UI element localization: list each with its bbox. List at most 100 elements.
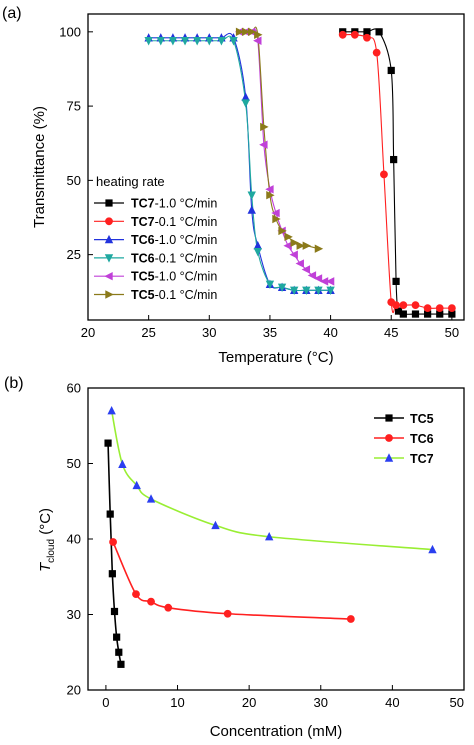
data-point <box>253 241 263 250</box>
data-point <box>117 660 125 668</box>
data-point <box>168 37 178 46</box>
x-tick-label: 40 <box>385 695 399 710</box>
x-tick-label: 50 <box>445 325 459 340</box>
data-point <box>156 37 165 46</box>
x-tick-label: 45 <box>384 325 398 340</box>
panel-a-y-axis-title: Transmittance (%) <box>31 106 48 228</box>
panel-b-label: (b) <box>4 375 24 392</box>
data-point <box>109 538 117 546</box>
y-tick-label: 50 <box>67 173 81 188</box>
legend-marker <box>104 254 114 263</box>
data-point <box>313 274 323 283</box>
data-point <box>271 208 280 218</box>
data-point <box>436 310 444 318</box>
data-point <box>289 286 299 295</box>
legend-marker <box>385 434 393 442</box>
panel-a-label: (a) <box>2 5 22 22</box>
series-line <box>342 34 452 314</box>
data-point <box>248 27 257 37</box>
panel-b-y-axis-title: Tcloud (°C) <box>37 508 57 572</box>
panel-a-ticks: 20 25 30 35 40 45 50 25 50 75 100 <box>59 24 459 340</box>
legend-marker <box>105 217 113 226</box>
legend-label: TC7-0.1 °C/min <box>131 215 217 229</box>
x-tick-label: 35 <box>263 325 277 340</box>
data-point <box>363 28 371 36</box>
panel-b: (b) 0 10 20 30 40 50 20 30 40 50 60 Concentration … <box>4 375 465 740</box>
panel-b-ticks: 0 10 20 30 40 50 20 30 40 50 60 <box>67 381 465 710</box>
data-point <box>375 28 383 36</box>
data-point <box>241 92 250 101</box>
data-point <box>428 544 437 554</box>
y-tick-label: 25 <box>67 247 81 262</box>
data-point <box>380 170 388 179</box>
data-point <box>247 191 256 200</box>
data-point <box>241 27 251 37</box>
data-point <box>399 301 408 310</box>
data-point <box>211 520 220 530</box>
legend-marker <box>105 199 113 207</box>
data-point <box>192 37 202 46</box>
x-tick-label: 20 <box>81 325 95 340</box>
data-point <box>104 439 112 447</box>
legend-marker <box>104 234 114 244</box>
x-tick-label: 30 <box>202 325 216 340</box>
x-tick-label: 50 <box>450 695 464 710</box>
data-point <box>264 532 274 541</box>
data-point <box>319 277 329 286</box>
data-point <box>289 250 298 259</box>
data-point <box>115 648 123 656</box>
data-point <box>435 304 444 313</box>
y-tick-label: 50 <box>67 456 81 471</box>
legend-label: TC5-1.0 °C/min <box>131 270 217 284</box>
panel-b-frame <box>87 387 465 691</box>
y-tick-label: 20 <box>67 683 81 698</box>
data-point <box>350 30 359 39</box>
x-tick-label: 0 <box>102 695 109 710</box>
panel-b-markers <box>104 405 437 668</box>
data-point <box>217 37 226 46</box>
data-point <box>372 48 381 57</box>
data-point <box>448 310 456 318</box>
data-point <box>392 277 400 285</box>
data-point <box>290 238 299 247</box>
data-point <box>295 259 304 268</box>
data-point <box>278 226 287 236</box>
legend-marker <box>104 272 113 281</box>
data-point <box>296 241 305 250</box>
data-point <box>411 301 420 310</box>
data-point <box>260 122 269 132</box>
y-tick-label: 100 <box>59 24 81 39</box>
data-point <box>205 37 214 46</box>
data-point <box>307 271 317 280</box>
y-title-main: T <box>37 561 54 572</box>
data-point <box>411 310 420 318</box>
data-point <box>108 570 116 578</box>
x-tick-label: 40 <box>323 325 337 340</box>
panel-b-legend: TC5 TC6 TC7 <box>374 412 434 466</box>
series-line <box>110 410 433 551</box>
legend-label: TC6 <box>410 432 434 446</box>
series-line <box>342 28 452 315</box>
data-point <box>118 459 127 468</box>
panel-a-frame <box>87 13 465 321</box>
legend-label: TC7 <box>410 452 434 466</box>
data-point <box>325 277 335 286</box>
legend-label: TC6-1.0 °C/min <box>131 233 217 247</box>
data-point <box>277 283 287 293</box>
data-point <box>302 286 311 295</box>
y-tick-label: 75 <box>67 99 81 114</box>
x-tick-label: 20 <box>242 695 256 710</box>
y-title-unit: (°C) <box>37 508 54 539</box>
data-point <box>132 590 140 599</box>
x-tick-label: 10 <box>170 695 184 710</box>
legend-marker <box>385 414 393 422</box>
data-point <box>423 304 432 313</box>
y-title-sub: cloud <box>46 539 57 563</box>
data-point <box>254 30 263 39</box>
data-point <box>180 37 190 46</box>
panel-a-legend: heating rate TC7-1.0 °C/min TC7-0.1 °C/mi… <box>94 174 217 302</box>
data-point <box>265 280 275 290</box>
data-point <box>253 247 263 257</box>
data-point <box>326 286 335 295</box>
